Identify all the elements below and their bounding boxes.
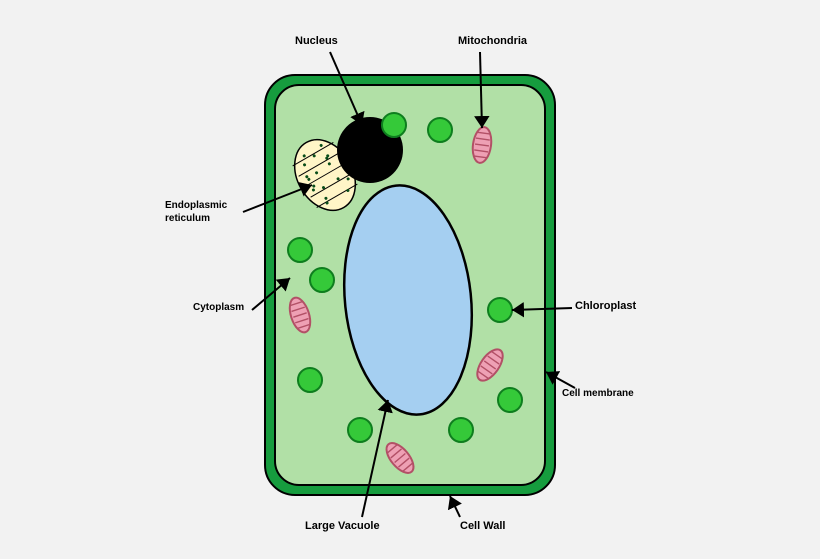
plant-cell-diagram: { "canvas":{"w":820,"h":559,"bg":"#f2f2f… [0, 0, 820, 559]
chloroplast [498, 388, 522, 412]
label-mitochondria: Mitochondria [458, 35, 527, 49]
chloroplast [382, 113, 406, 137]
chloroplast [348, 418, 372, 442]
label-er: Endoplasmic reticulum [165, 200, 227, 225]
label-cell-membrane: Cell membrane [562, 388, 634, 401]
chloroplast [288, 238, 312, 262]
chloroplast [298, 368, 322, 392]
chloroplast [488, 298, 512, 322]
chloroplast [428, 118, 452, 142]
chloroplast [310, 268, 334, 292]
label-large-vacuole: Large Vacuole [305, 520, 380, 534]
chloroplast [449, 418, 473, 442]
label-cytoplasm: Cytoplasm [193, 302, 244, 315]
label-cell-wall: Cell Wall [460, 520, 505, 534]
label-chloroplast: Chloroplast [575, 300, 636, 314]
callout-arrow [450, 496, 460, 517]
label-nucleus: Nucleus [295, 35, 338, 49]
